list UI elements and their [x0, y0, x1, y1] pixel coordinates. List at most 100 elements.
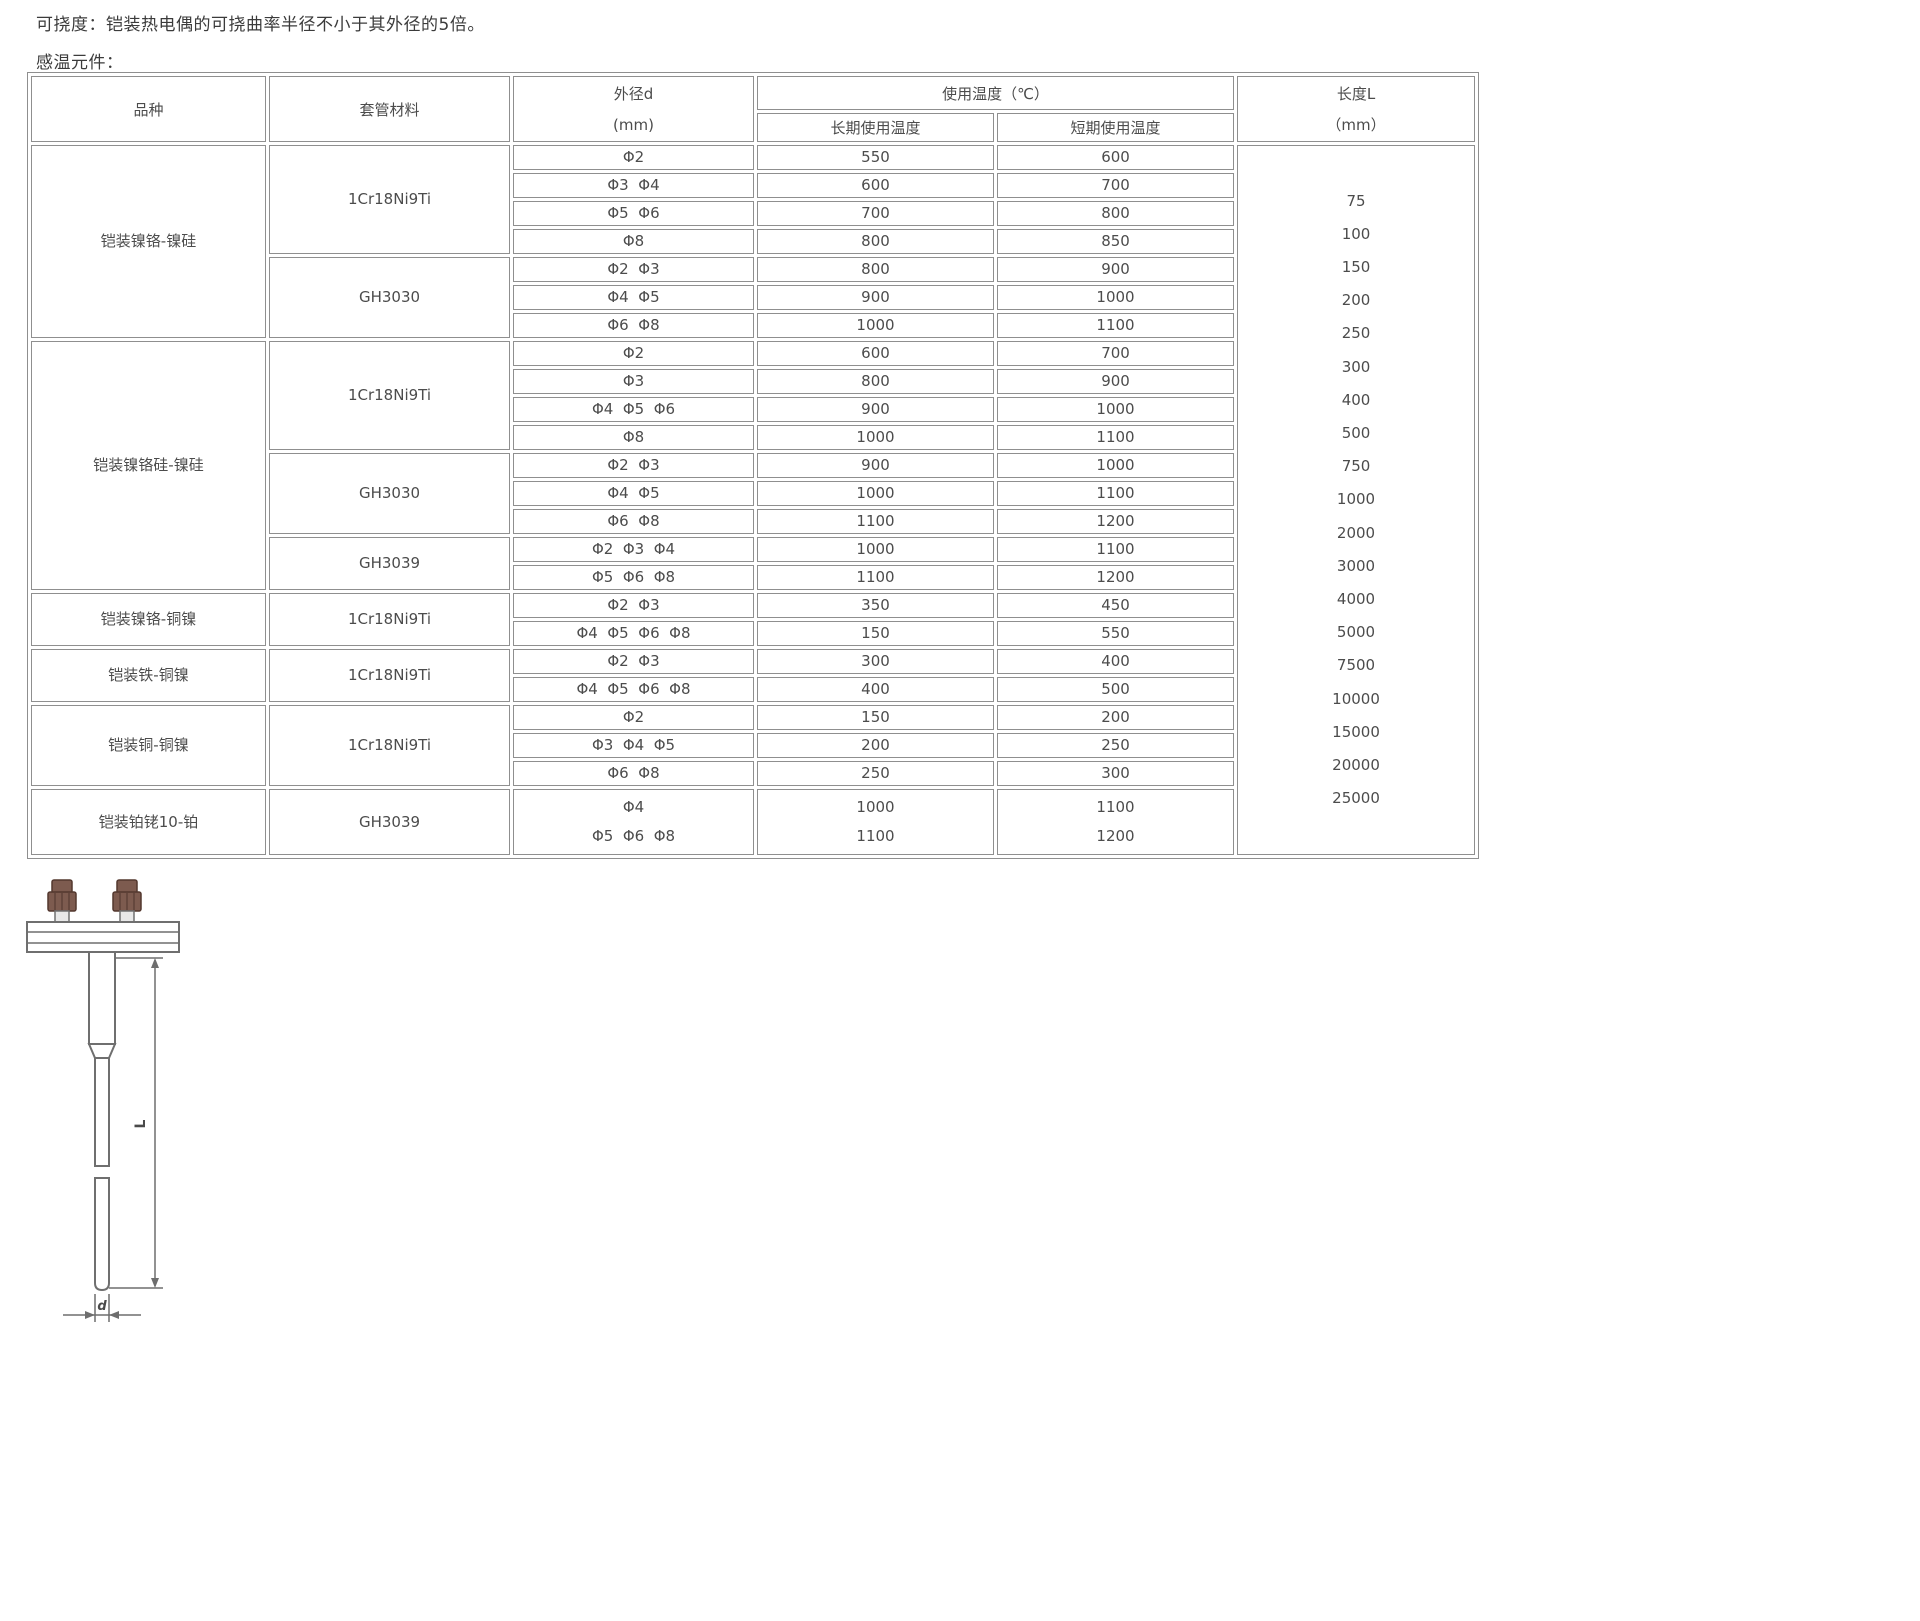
length-value: 300	[1341, 357, 1371, 376]
short-term-cell: 700	[997, 173, 1235, 198]
table-row: 铠装铁-铜镍 1Cr18Ni9Ti Φ2 Φ3 300 400	[31, 649, 1475, 702]
short-term-cell: 450	[997, 593, 1235, 618]
diameter-cell: Φ4 Φ5 Φ6	[513, 397, 754, 422]
short-term-cell: 550	[997, 621, 1235, 646]
variety-cell: 铠装铁-铜镍	[31, 649, 266, 702]
long-term-cell: 700	[757, 201, 994, 226]
long-term-cell: 200	[757, 733, 994, 758]
table-row: 铠装镍铬-铜镍 1Cr18Ni9Ti Φ2 Φ3 350 450	[31, 593, 1475, 646]
table-body: 铠装镍铬-镍硅 1Cr18Ni9Ti Φ2 550 600 75 100 150 200 250 3…	[31, 145, 1476, 855]
long-term-cell: 800	[757, 369, 994, 394]
length-value: 3000	[1336, 556, 1376, 575]
length-value: 10000	[1332, 689, 1380, 708]
table-row: GH3030 Φ2 Φ3 800 900	[31, 257, 1475, 338]
material-cell: 1Cr18Ni9Ti	[269, 341, 510, 450]
variety-cell: 铠装镍铬-镍硅	[31, 145, 266, 338]
diameter-cell: Φ6 Φ8	[513, 313, 754, 338]
header-outer-diameter-line2: (mm)	[613, 115, 654, 134]
length-value: 200	[1341, 291, 1371, 310]
short-term-cell: 500	[997, 677, 1235, 702]
header-outer-diameter: 外径d (mm)	[513, 76, 754, 142]
length-value: 15000	[1332, 722, 1380, 741]
header-usage-temp: 使用温度（℃）	[757, 76, 1235, 110]
short-term-cell: 1100	[997, 481, 1235, 506]
flexibility-note: 可挠度：铠装热电偶的可挠曲率半径不小于其外径的5倍。	[36, 15, 485, 35]
length-value: 400	[1341, 390, 1371, 409]
mounting-plate	[26, 921, 180, 953]
long-term-cell: 1000	[757, 481, 994, 506]
table-row: 铠装铜-铜镍 1Cr18Ni9Ti Φ2 150 200	[31, 705, 1475, 786]
long-term-cell: 900	[757, 453, 994, 478]
header-long-term: 长期使用温度	[757, 113, 994, 142]
table-row: 铠装镍铬-镍硅 1Cr18Ni9Ti Φ2 550 600 75 100 150 200 250 3…	[31, 145, 1476, 855]
diameter-cell: Φ6 Φ8	[513, 761, 754, 786]
short-term-cell: 300	[997, 761, 1235, 786]
terminal-cap-icon	[112, 879, 142, 912]
diameter-cell: Φ4 Φ5	[513, 285, 754, 310]
short-term-cell: 400	[997, 649, 1235, 674]
long-term-cell: 400	[757, 677, 994, 702]
header-length-line2: （mm）	[1326, 115, 1386, 134]
long-term-cell: 1100	[757, 565, 994, 590]
diameter-cell: Φ4 Φ5 Φ6 Φ8	[513, 621, 754, 646]
length-value: 75	[1346, 191, 1366, 210]
table-row: Φ6 Φ8 250 300	[31, 761, 1475, 786]
terminal-stem	[119, 910, 135, 923]
short-term-cell: 1000	[997, 285, 1235, 310]
short-term-cell: 1100	[997, 313, 1235, 338]
diameter-cell: Φ3 Φ4 Φ5	[513, 733, 754, 758]
table-row: 铠装镍铬硅-镍硅 1Cr18Ni9Ti Φ2 600 700	[31, 341, 1475, 590]
long-term-cell: 350	[757, 593, 994, 618]
thermocouple-spec-table: 品种 套管材料 外径d (mm) 使用温度（℃） 长度L （mm） 长期使用温度…	[27, 72, 1480, 859]
short-term-cell: 1100	[997, 425, 1235, 450]
material-cell: 1Cr18Ni9Ti	[269, 649, 510, 702]
variety-cell: 铠装镍铬-铜镍	[31, 593, 266, 646]
long-term-cell: 1000	[757, 313, 994, 338]
lengths-cell: 75 100 150 200 250 300 400 500 750 1000 2000 3000 40…	[1237, 145, 1476, 855]
length-value: 5000	[1336, 623, 1376, 642]
long-term-cell: 1000	[757, 425, 994, 450]
diameter-cell: Φ2	[513, 341, 754, 366]
table-row: 铠装铂铑10-铂 GH3039 Φ4 Φ5 Φ6 Φ8 1000 1100 1100 1200	[31, 789, 1475, 855]
table-row: Φ4 Φ5 1000 1100	[31, 481, 1475, 506]
table-row: Φ5 Φ6 Φ8 1100 1200	[31, 565, 1475, 590]
long-term-cell: 800	[757, 229, 994, 254]
diameter-cell: Φ8	[513, 425, 754, 450]
short-term-cell: 1100	[997, 537, 1235, 562]
terminal-cap-icon	[47, 879, 77, 912]
diameter-cell: Φ3	[513, 369, 754, 394]
short-term-cell: 600	[997, 145, 1235, 170]
table-row: Φ4 Φ5 Φ6 900 1000	[31, 397, 1475, 422]
table-row: Φ6 Φ8 1100 1200	[31, 509, 1475, 534]
material-cell: GH3030	[269, 453, 510, 534]
table-row: Φ4 Φ5 Φ6 Φ8 400 500	[31, 677, 1475, 702]
long-term-cell: 1100	[757, 509, 994, 534]
long-term-cell: 150	[757, 705, 994, 730]
sensing-element-label: 感温元件：	[36, 53, 124, 73]
header-row-2: 长期使用温度 短期使用温度	[31, 113, 1475, 142]
short-term-cell: 850	[997, 229, 1235, 254]
table-row: GH3039 Φ2 Φ3 Φ4 1000 1100	[31, 537, 1475, 590]
length-value: 1000	[1336, 490, 1376, 509]
diameter-dimension	[63, 1294, 141, 1322]
short-term-cell: 1100 1200	[997, 789, 1235, 855]
long-term-cell: 900	[757, 285, 994, 310]
diameter-cell: Φ4 Φ5 Φ6 Φ8	[513, 677, 754, 702]
short-term-cell: 1200	[997, 509, 1235, 534]
table-row: Φ8 800 850	[31, 229, 1475, 254]
length-value: 250	[1341, 324, 1371, 343]
length-value: 25000	[1332, 789, 1380, 808]
material-cell: 1Cr18Ni9Ti	[269, 705, 510, 786]
header-length: 长度L （mm）	[1237, 76, 1476, 142]
diameter-cell: Φ8	[513, 229, 754, 254]
diameter-cell: Φ5 Φ6	[513, 201, 754, 226]
length-label: L	[133, 1119, 149, 1128]
diameter-cell: Φ2 Φ3 Φ4	[513, 537, 754, 562]
diameter-cell: Φ2 Φ3	[513, 593, 754, 618]
diameter-cell: Φ2	[513, 705, 754, 730]
length-value: 20000	[1332, 756, 1380, 775]
table-row: Φ4 Φ5 900 1000	[31, 285, 1475, 310]
short-term-cell: 800	[997, 201, 1235, 226]
table-row: Φ6 Φ8 1000 1100	[31, 313, 1475, 338]
length-value: 4000	[1336, 590, 1376, 608]
